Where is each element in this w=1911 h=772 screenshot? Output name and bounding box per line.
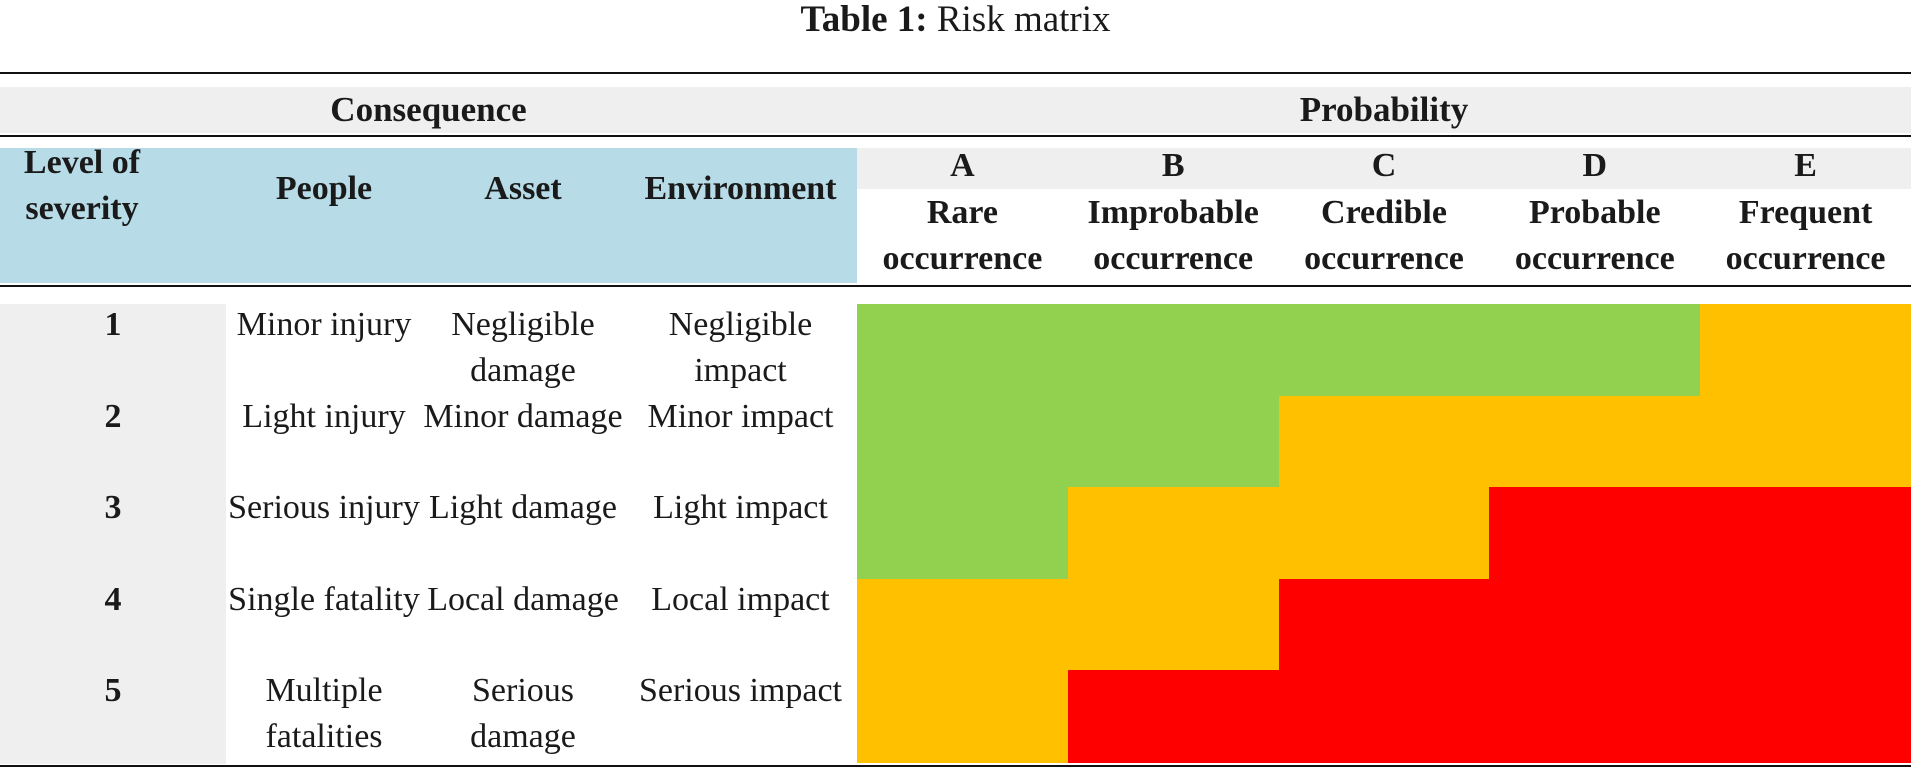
risk-cell-2-c-amber: [1278, 395, 1490, 488]
risk-cell-3-b-amber: [1067, 487, 1280, 580]
environment-consequence: Local impact: [651, 580, 830, 618]
risk-cell-1-e-amber: [1700, 304, 1911, 397]
risk-cell-4-a-amber: [857, 578, 1069, 671]
risk-cell-2-a-green: [857, 395, 1069, 488]
risk-cell-1-a-green: [857, 304, 1069, 397]
header-rule: [0, 285, 1911, 287]
group-header-band: [0, 87, 1911, 133]
caption-text: Risk matrix: [936, 0, 1111, 40]
header-environment: Environment: [644, 170, 837, 207]
severity-level: 5: [104, 672, 122, 710]
severity-level: 2: [104, 397, 122, 435]
caption-label: Table 1:: [800, 0, 928, 40]
header-people: People: [275, 170, 373, 207]
environment-consequence: Light impact: [653, 489, 828, 527]
probability-label-e: Frequent occurrence: [1725, 194, 1886, 277]
asset-consequence: Negligible damage: [451, 306, 595, 389]
risk-cell-3-c-amber: [1278, 487, 1490, 580]
bottom-rule: [0, 765, 1911, 767]
environment-consequence: Minor impact: [647, 397, 834, 435]
people-consequence: Minor injury: [236, 306, 412, 343]
risk-cell-5-b-red: [1067, 670, 1280, 763]
header-level-of-severity: Level of severity: [23, 144, 141, 227]
top-rule: [0, 72, 1911, 74]
risk-cell-1-d-green: [1489, 304, 1701, 397]
risk-cell-2-d-amber: [1489, 395, 1701, 488]
risk-cell-3-e-red: [1700, 487, 1911, 580]
risk-cell-2-e-amber: [1700, 395, 1911, 488]
probability-code-e: E: [1794, 147, 1817, 184]
people-consequence: Serious injury: [228, 489, 420, 527]
severity-level: 1: [104, 306, 122, 343]
severity-column-bg: [0, 304, 226, 764]
risk-cell-4-e-red: [1700, 578, 1911, 671]
environment-consequence: Serious impact: [638, 672, 843, 710]
risk-cell-1-c-green: [1278, 304, 1490, 397]
header-asset: Asset: [484, 170, 562, 207]
asset-consequence: Light damage: [429, 489, 617, 527]
probability-code-d: D: [1582, 147, 1608, 184]
consequence-group-header: Consequence: [330, 90, 527, 129]
risk-cell-5-a-amber: [857, 670, 1069, 763]
probability-group-header: Probability: [1299, 90, 1469, 129]
probability-label-a: Rare occurrence: [882, 194, 1043, 277]
risk-cell-2-b-green: [1067, 395, 1280, 488]
probability-code-b: B: [1161, 147, 1185, 184]
table-caption: Table 1: Risk matrix: [0, 0, 1911, 40]
environment-consequence: Negligible impact: [668, 306, 813, 389]
risk-cell-4-d-red: [1489, 578, 1701, 671]
risk-cell-1-b-green: [1067, 304, 1280, 397]
risk-cell-5-d-red: [1489, 670, 1701, 763]
asset-consequence: Serious damage: [470, 672, 576, 756]
probability-label-b: Improbable occurrence: [1087, 194, 1259, 277]
probability-code-c: C: [1371, 147, 1397, 184]
probability-label-c: Credible occurrence: [1304, 194, 1464, 277]
risk-cell-4-c-red: [1278, 578, 1490, 671]
risk-cell-3-d-red: [1489, 487, 1701, 580]
risk-cell-5-c-red: [1278, 670, 1490, 763]
severity-level: 3: [104, 489, 122, 527]
asset-consequence: Minor damage: [423, 397, 623, 435]
probability-code-a: A: [950, 147, 975, 184]
probability-label-d: Probable occurrence: [1514, 194, 1675, 277]
risk-cell-3-a-green: [857, 487, 1069, 580]
severity-level: 4: [104, 580, 122, 618]
probability-code-band: [857, 148, 1911, 189]
consequence-header-bg: [0, 148, 857, 283]
asset-consequence: Local damage: [427, 580, 619, 618]
people-consequence: Multiple fatalities: [265, 672, 383, 756]
people-consequence: Single fatality: [228, 580, 420, 618]
risk-cell-5-e-red: [1700, 670, 1911, 763]
group-header-rule: [0, 135, 1911, 137]
people-consequence: Light injury: [242, 397, 406, 435]
risk-cell-4-b-amber: [1067, 578, 1280, 671]
